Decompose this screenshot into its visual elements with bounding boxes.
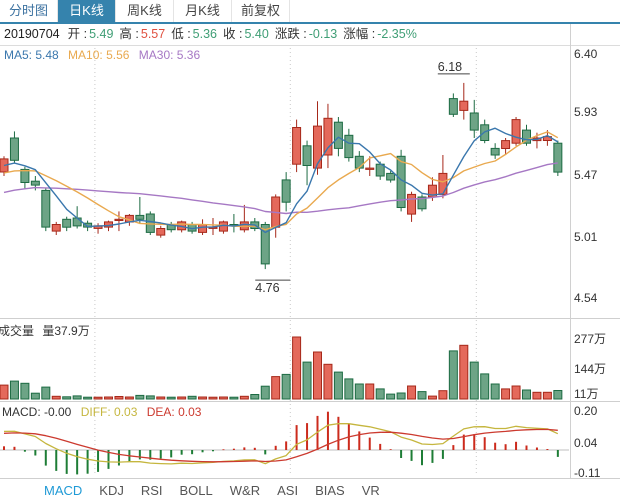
macd-tick-3: -0.11: [574, 466, 601, 480]
macd-tick-1: 0.20: [574, 404, 598, 418]
macd-pane: [0, 411, 569, 475]
period-tab-bar: 分时图 日K线 周K线 月K线 前复权: [0, 0, 620, 24]
high-label: 高 :: [119, 27, 139, 41]
tab-monthly-k[interactable]: 月K线: [174, 0, 232, 22]
volume-tick-3: 11万: [574, 387, 599, 401]
indicator-tab-vr[interactable]: VR: [361, 483, 380, 498]
change-pct-value: -2.35%: [377, 27, 417, 41]
ma30-legend: MA30: 5.36: [138, 48, 201, 62]
low-value: 5.36: [192, 27, 218, 41]
ma10-legend: MA10: 5.56: [68, 48, 130, 62]
tab-weekly-k[interactable]: 周K线: [116, 0, 174, 22]
price-tick-5: 4.54: [574, 291, 598, 305]
price-tick-4: 5.01: [574, 230, 598, 244]
change-label: 涨跌 :: [274, 27, 307, 41]
volume-legend: 成交量 量37.9万: [0, 322, 90, 339]
tab-forward-adjusted[interactable]: 前复权: [232, 0, 290, 22]
volume-pane: [0, 336, 563, 400]
macd-legend: MACD: -0.00 DIFF: 0.03 DEA: 0.03: [2, 405, 201, 419]
high-value: 5.57: [140, 27, 166, 41]
indicator-tab-kdj[interactable]: KDJ: [99, 483, 124, 498]
price-tick-2: 5.93: [574, 105, 598, 119]
volume-title: 成交量: [0, 324, 35, 338]
price-tick-3: 5.47: [574, 168, 598, 182]
quote-info-bar: 20190704 开 :5.49 高 :5.57 低 :5.36 收 :5.40 涨跌 :…: [0, 24, 620, 46]
pane-frame: 4.76 6.18: [0, 60, 620, 402]
axis-separator-line: [570, 24, 571, 478]
chart-area[interactable]: 4.76 6.18 MA5: 5.48 MA10: 5.56 MA30: 5.36…: [0, 24, 620, 480]
volume-tick-1: 277万: [574, 332, 607, 346]
indicator-tab-bias[interactable]: BIAS: [315, 483, 345, 498]
low-label: 低 :: [171, 27, 191, 41]
low-annotation: 4.76: [255, 281, 279, 295]
high-annotation: 6.18: [438, 60, 462, 74]
ma5-legend: MA5: 5.48: [4, 48, 59, 62]
quote-date: 20190704: [4, 27, 60, 41]
macd-tick-2: 0.04: [574, 436, 598, 450]
macd-value-label: MACD: -0.00: [2, 405, 72, 419]
dea-value-label: DEA: 0.03: [146, 405, 202, 419]
indicator-tab-rsi[interactable]: RSI: [140, 483, 163, 498]
indicator-tab-asi[interactable]: ASI: [277, 483, 299, 498]
price-tick-1: 6.40: [574, 47, 598, 61]
indicator-tab-macd[interactable]: MACD: [44, 483, 83, 498]
ma-legend: MA5: 5.48 MA10: 5.56 MA30: 5.36: [4, 48, 200, 62]
price-pane: [0, 82, 563, 270]
volume-tick-2: 144万: [574, 362, 607, 376]
diff-value-label: DIFF: 0.03: [80, 405, 138, 419]
change-pct-label: 涨幅 :: [343, 27, 376, 41]
month-gridlines: [94, 48, 477, 476]
close-label: 收 :: [223, 27, 243, 41]
indicator-tab-wr[interactable]: W&R: [229, 483, 261, 498]
tab-daily-k[interactable]: 日K线: [58, 0, 116, 22]
open-value: 5.49: [89, 27, 114, 41]
volume-current: 量37.9万: [42, 324, 90, 338]
candlestick-chart[interactable]: 4.76 6.18: [0, 46, 620, 478]
change-value: -0.13: [308, 27, 338, 41]
tab-time-sharing[interactable]: 分时图: [0, 0, 58, 22]
indicator-tab-boll[interactable]: BOLL: [179, 483, 213, 498]
close-value: 5.40: [244, 27, 269, 41]
indicator-tab-bar: MACD KDJ RSI BOLL W&R ASI BIAS VR: [0, 478, 620, 502]
open-label: 开 :: [67, 27, 88, 41]
